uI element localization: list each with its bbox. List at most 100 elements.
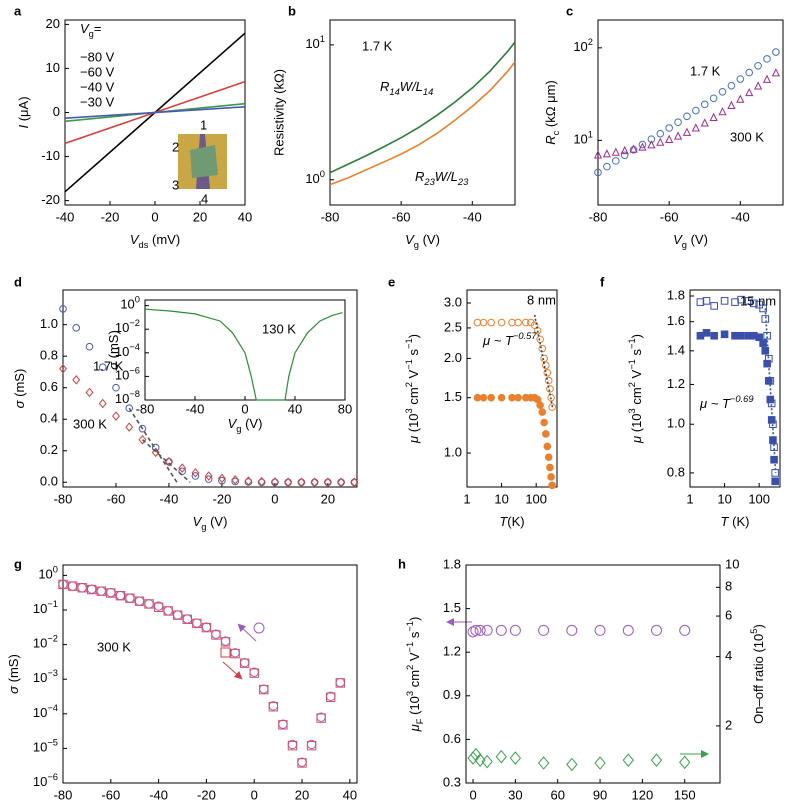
x-tick-label: 40	[343, 787, 357, 802]
x-axis-label-part: V	[193, 514, 203, 529]
y-tick-label-part: −3	[47, 669, 58, 679]
y-axis-label: Rc (kΩ μm)	[543, 80, 561, 144]
data-point	[754, 61, 762, 70]
x-axis-label: T (K)	[721, 514, 750, 529]
data-point	[765, 377, 773, 385]
data-line	[144, 308, 343, 401]
data-point	[762, 74, 772, 83]
y-axis-label-part: (kΩ μm)	[543, 80, 558, 130]
x-tick-label: -40	[186, 401, 205, 416]
data-point	[201, 622, 212, 633]
y-axis-label-part: (10	[407, 696, 422, 718]
data-point	[745, 87, 754, 97]
data-point	[220, 637, 231, 647]
data-point	[691, 123, 700, 132]
panel-letter: a	[14, 3, 22, 18]
y-axis-label-part: )	[407, 617, 422, 621]
data-point	[566, 624, 578, 636]
y-tick-label-part: −4	[129, 342, 140, 352]
x-tick-label: 10	[717, 491, 731, 506]
x-tick-label: 20	[193, 209, 207, 224]
data-point	[543, 442, 552, 451]
data-point	[602, 149, 612, 158]
y-axis-label-part: −1	[404, 359, 414, 370]
x-tick-label: 0	[469, 787, 476, 802]
y-axis-label-part: 2	[404, 382, 414, 387]
y-axis-label-part: cm	[406, 387, 421, 408]
y-tick-label-part: −6	[129, 366, 140, 376]
x-tick-label: -40	[160, 491, 179, 506]
x-tick-label: 100	[748, 491, 770, 506]
data-point	[700, 118, 709, 127]
plot-frame	[597, 19, 784, 206]
y-tick-label-part: 10	[120, 297, 134, 312]
y-tick-label: 1.4	[667, 342, 685, 357]
data-point	[72, 375, 81, 385]
x-tick-label: 60	[550, 787, 564, 802]
y-tick-label-part: −2	[129, 319, 140, 329]
y-axis-label-part: c	[551, 130, 561, 135]
x-tick-label: -60	[660, 209, 679, 224]
x-tick-label: 10	[494, 491, 508, 506]
x-tick-label: 1	[686, 491, 693, 506]
y-tick-label: 1.8	[443, 556, 461, 571]
data-point	[268, 702, 279, 712]
y-tick-label: 0.6	[443, 731, 461, 746]
x-axis-label-part: (V)	[419, 232, 440, 247]
panel-letter: f	[600, 274, 605, 289]
data-point	[326, 692, 336, 702]
data-point	[151, 447, 160, 458]
plot-frame	[62, 289, 358, 488]
data-point	[487, 318, 495, 327]
y-axis-label-part: μ	[407, 724, 422, 732]
panel-letter: h	[398, 556, 406, 571]
y-axis-label-part: (mS)	[106, 330, 121, 362]
data-point	[543, 368, 552, 377]
data-point	[58, 579, 68, 590]
data-point	[297, 477, 306, 488]
annotation: R14W/L14	[380, 79, 433, 97]
y-axis-label-part: 3	[404, 408, 414, 413]
y-tick-label-part: 10	[115, 321, 129, 336]
data-point	[542, 361, 550, 370]
legend-entry: −80 V	[80, 49, 115, 64]
data-point	[239, 658, 250, 668]
x-tick-label: 150	[674, 787, 696, 802]
data-point	[656, 129, 665, 138]
y-axis-label-part: F	[415, 718, 425, 724]
data-point	[278, 720, 288, 730]
x-tick-label: -80	[136, 401, 155, 416]
y-tick-label: 1.2	[443, 644, 461, 659]
x-tick-label: 0	[241, 401, 248, 416]
y-axis-label-part: −1	[627, 359, 637, 370]
y-tick-label-part: 10	[33, 601, 47, 616]
y-axis-label: I (μA)	[16, 96, 31, 128]
data-line	[128, 407, 178, 483]
data-point	[727, 100, 736, 109]
y-tick-label: 0.3	[443, 774, 461, 789]
data-point	[115, 590, 126, 601]
data-point	[178, 463, 187, 473]
data-line	[329, 61, 516, 186]
y-axis-label-part: R	[543, 135, 558, 144]
legend-entry: −30 V	[80, 94, 115, 109]
x-tick-label: -60	[101, 787, 120, 802]
data-point	[173, 610, 183, 620]
inset-label: 3	[172, 177, 179, 192]
x-tick-label: -40	[56, 209, 75, 224]
data-point	[85, 387, 94, 398]
data-point	[547, 393, 555, 402]
data-point	[720, 330, 729, 339]
y-tick-label: 0.4	[40, 411, 58, 426]
y-axis-label-part: s	[407, 631, 422, 642]
data-point	[540, 354, 548, 363]
data-point	[674, 118, 682, 127]
data-point	[77, 583, 87, 593]
legend-title-part: g	[89, 29, 94, 39]
y-tick-label: 1.0	[40, 316, 58, 331]
y-axis-label-part: σ	[106, 361, 121, 370]
data-point	[59, 364, 67, 374]
data-line	[64, 105, 246, 120]
data-point	[163, 606, 173, 616]
